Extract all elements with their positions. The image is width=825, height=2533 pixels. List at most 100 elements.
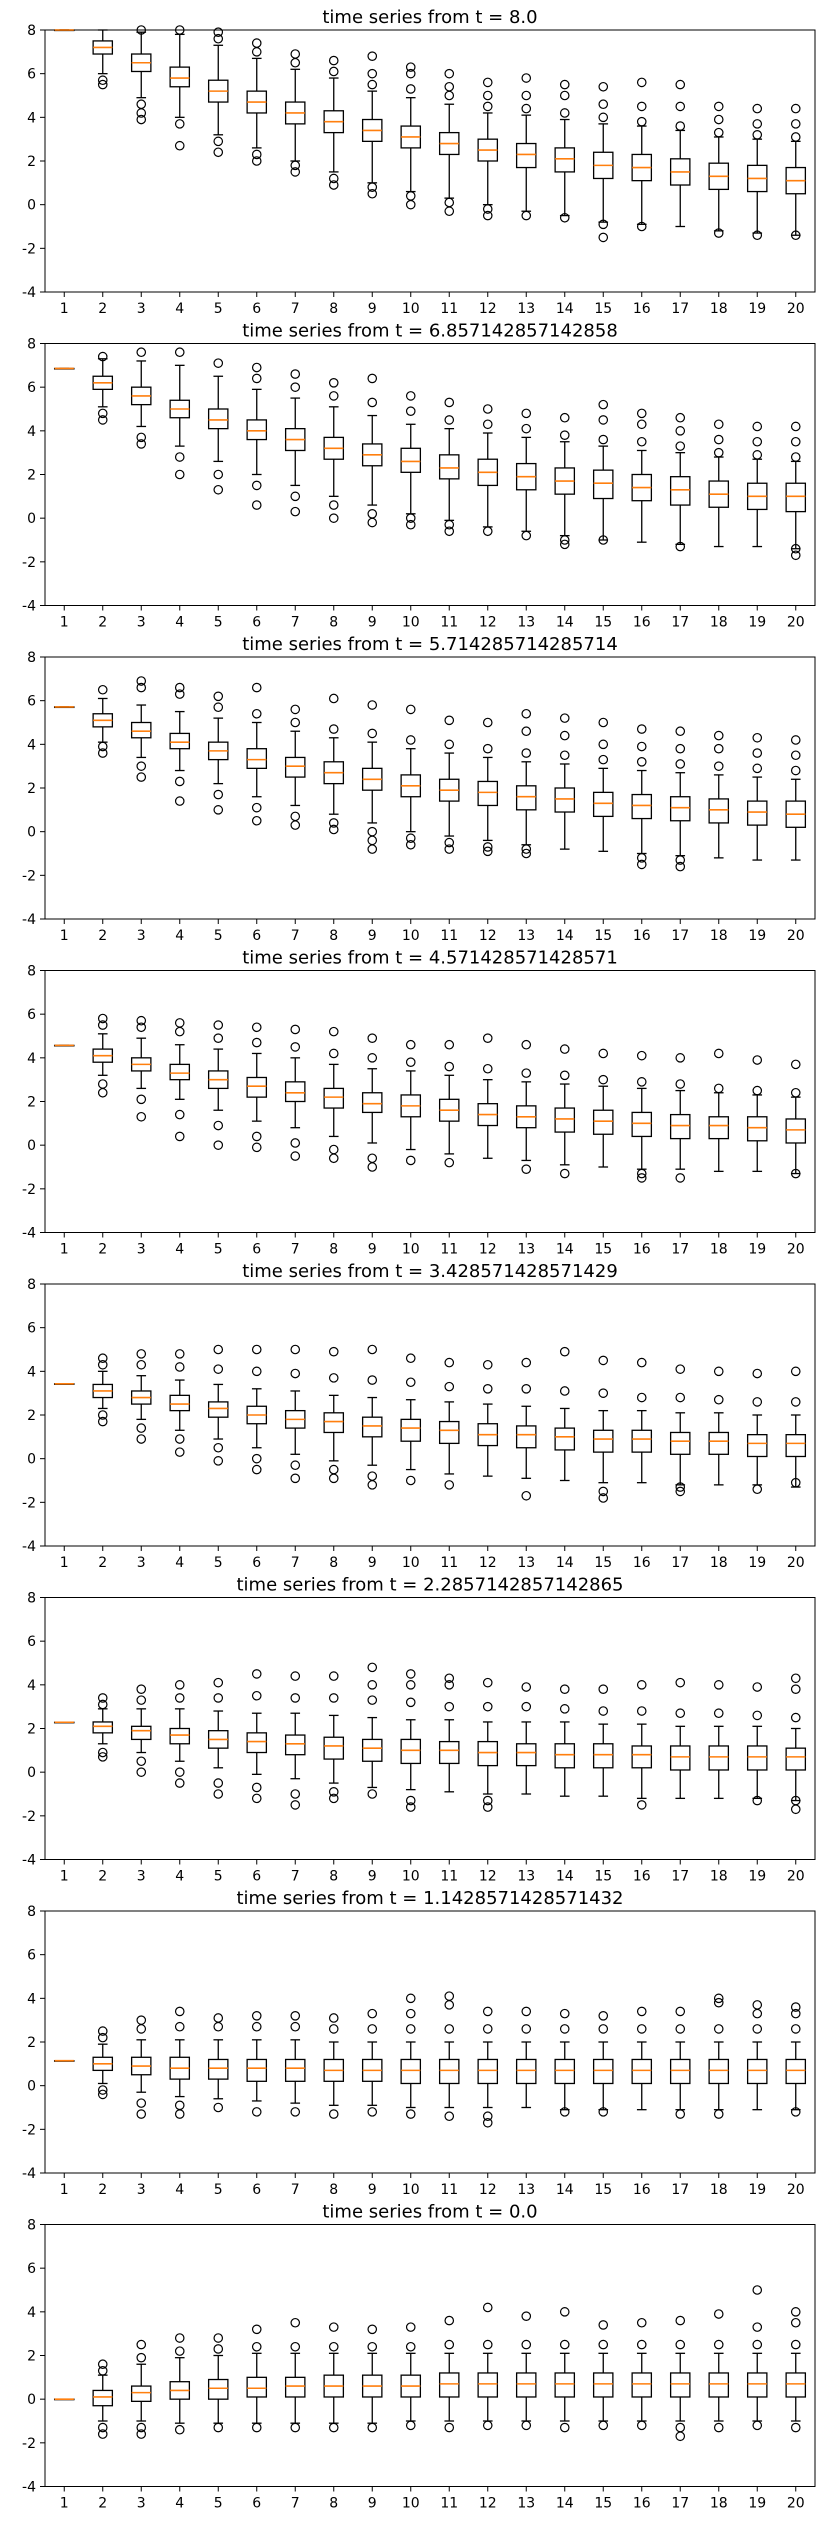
box-14: 14 — [554, 412, 576, 631]
subplot-2: time series from t = 6.857142857142858 -4… — [22, 321, 816, 631]
x-tick-label: 2 — [98, 1242, 107, 1258]
outlier-point — [482, 1677, 493, 1688]
box-6: 6 — [246, 38, 268, 317]
outlier-point — [713, 1680, 724, 1690]
box-iqr — [631, 2372, 653, 2398]
outlier-point — [405, 513, 416, 523]
box-8: 8 — [323, 1026, 345, 1258]
x-tick-label: 8 — [329, 1555, 338, 1571]
outlier-point — [675, 743, 686, 754]
y-tick-label: 2 — [27, 468, 36, 484]
outlier-point — [559, 1684, 570, 1694]
box-17: 17 — [669, 1364, 691, 1571]
outlier-point — [405, 191, 416, 201]
outlier-point — [559, 730, 570, 741]
outlier-point — [213, 469, 224, 480]
outlier-point — [790, 1397, 801, 1407]
outlier-point — [675, 1482, 686, 1492]
x-tick-label: 9 — [368, 928, 377, 944]
box-5: 5 — [207, 1344, 229, 1571]
box-15: 15 — [592, 1355, 614, 1571]
outlier-point — [97, 2089, 108, 2100]
x-tick-label: 13 — [517, 1869, 535, 1885]
outlier-point — [97, 351, 108, 362]
outlier-point — [713, 2339, 724, 2350]
outlier-point — [559, 2008, 570, 2019]
outlier-point — [598, 1493, 609, 1503]
x-tick-label: 6 — [252, 1869, 261, 1885]
outlier-point — [136, 108, 147, 118]
outlier-point — [290, 2011, 301, 2021]
outlier-point — [521, 726, 532, 737]
outlier-point — [328, 2341, 339, 2352]
box-iqr — [246, 1732, 268, 1754]
outlier-point — [251, 815, 262, 826]
outlier-point — [174, 25, 185, 35]
outlier-point — [290, 1460, 301, 1471]
outlier-point — [367, 2107, 378, 2117]
outlier-point — [482, 1795, 493, 1806]
outlier-point — [598, 434, 609, 445]
outlier-point — [521, 1701, 532, 1712]
outlier-point — [174, 1680, 185, 1690]
outlier-point — [328, 818, 339, 828]
outlier-point — [675, 1486, 686, 1497]
y-tick-label: -4 — [22, 285, 36, 301]
y-tick-label: 2 — [27, 2349, 36, 2365]
x-tick-label: 2 — [98, 2496, 107, 2512]
outlier-point — [251, 1344, 262, 1355]
x-tick-label: 11 — [440, 928, 458, 944]
outlier-point — [559, 212, 570, 223]
box-iqr — [746, 800, 768, 826]
outlier-point — [328, 66, 339, 77]
outlier-point — [790, 1804, 801, 1815]
box-iqr — [554, 787, 576, 813]
outlier-point — [251, 149, 262, 160]
box-15: 15 — [592, 717, 614, 944]
outlier-point — [521, 1068, 532, 1078]
outlier-point — [636, 408, 647, 419]
outlier-point — [290, 167, 301, 177]
outlier-point — [559, 1044, 570, 1054]
outlier-point — [97, 408, 108, 419]
outlier-point — [328, 1144, 339, 1155]
x-tick-label: 18 — [710, 615, 728, 631]
y-tick-label: -2 — [22, 1495, 36, 1511]
box-15: 15 — [592, 1048, 614, 1258]
box-4: 4 — [169, 347, 191, 631]
outlier-point — [97, 2026, 108, 2036]
box-6: 6 — [246, 1022, 268, 1258]
box-iqr — [323, 1087, 345, 1109]
box-19: 19 — [746, 2285, 768, 2512]
outlier-point — [328, 2013, 339, 2023]
x-tick-label: 4 — [175, 301, 184, 317]
y-tick-label: 8 — [27, 650, 36, 666]
box-19: 19 — [746, 732, 768, 944]
box-16: 16 — [631, 408, 653, 631]
outlier-point — [136, 1094, 147, 1105]
outlier-point — [251, 802, 262, 813]
box-iqr — [631, 2058, 653, 2085]
outlier-point — [213, 1140, 224, 1150]
outlier-point — [752, 2024, 763, 2034]
box-12: 12 — [477, 1359, 499, 1571]
box-19: 19 — [746, 1055, 768, 1258]
x-tick-label: 5 — [214, 615, 223, 631]
y-tick-label: 2 — [27, 781, 36, 797]
x-tick-label: 12 — [479, 2496, 497, 2512]
outlier-point — [405, 84, 416, 94]
outlier-point — [290, 820, 301, 830]
x-tick-label: 10 — [402, 928, 420, 944]
box-16: 16 — [631, 2317, 653, 2512]
outlier-point — [482, 842, 493, 852]
x-tick-label: 6 — [252, 615, 261, 631]
box-16: 16 — [631, 1357, 653, 1571]
chart-title: time series from t = 4.571428571428571 — [242, 948, 618, 969]
x-tick-label: 17 — [671, 2496, 689, 2512]
outlier-point — [482, 717, 493, 728]
box-3: 3 — [130, 676, 152, 944]
outlier-point — [174, 796, 185, 806]
axes-frame — [44, 29, 816, 293]
box-iqr — [477, 2372, 499, 2398]
x-tick-label: 2 — [98, 615, 107, 631]
